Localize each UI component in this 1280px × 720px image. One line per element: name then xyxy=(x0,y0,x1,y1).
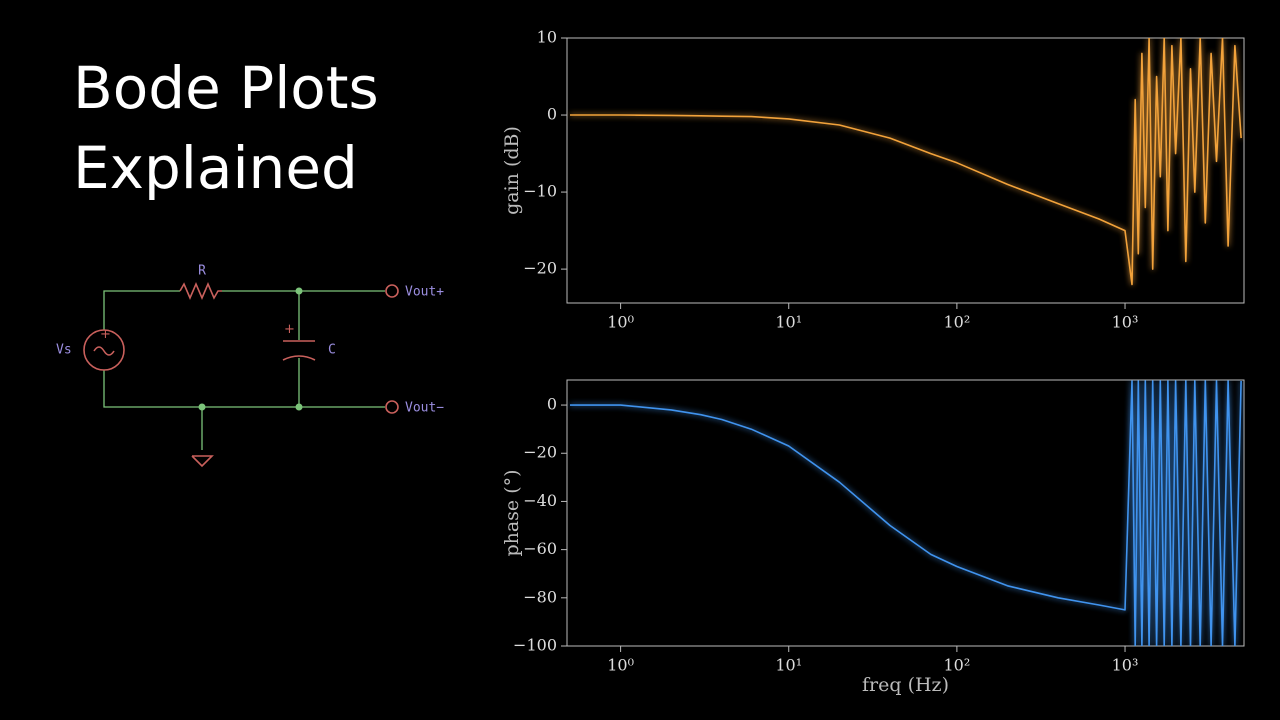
circuit: + + xyxy=(83,281,399,468)
y-tick-label: −20 xyxy=(523,259,557,278)
y-tick-label: 0 xyxy=(547,395,557,414)
x-tick-label: 10³ xyxy=(1112,313,1139,332)
plot-area xyxy=(570,38,1242,286)
y-tick-label: −20 xyxy=(523,443,557,462)
x-tick-label: 10³ xyxy=(1112,656,1139,675)
x-tick-label: 10¹ xyxy=(775,656,802,675)
y-tick-label: −40 xyxy=(523,491,557,510)
data-line xyxy=(570,380,1242,646)
axes-frame xyxy=(566,37,1245,304)
title-line: Explained xyxy=(73,134,358,202)
y-tick-label: −80 xyxy=(523,587,557,606)
circuit-label: C xyxy=(328,343,336,358)
plot-area xyxy=(570,380,1242,646)
svg-text:+: + xyxy=(100,327,111,342)
y-tick-label: 10 xyxy=(537,28,557,47)
x-tick-label: 10⁰ xyxy=(607,656,634,675)
data-line xyxy=(570,38,1242,286)
y-tick-label: 0 xyxy=(547,105,557,124)
svg-text:+: + xyxy=(284,322,295,337)
circuit-label: Vout− xyxy=(405,401,444,416)
x-tick-label: 10² xyxy=(943,313,970,332)
x-tick-label: 10¹ xyxy=(775,313,802,332)
y-axis-label: gain (dB) xyxy=(501,126,523,215)
circuit-label: Vout+ xyxy=(405,285,444,300)
circuit-label: Vs xyxy=(56,343,72,358)
circuit-label: R xyxy=(198,264,206,279)
y-tick-label: −10 xyxy=(523,182,557,201)
x-tick-label: 10⁰ xyxy=(607,313,634,332)
axes-frame xyxy=(566,379,1245,647)
x-axis-label: freq (Hz) xyxy=(862,674,949,696)
y-axis-label: phase (°) xyxy=(501,469,523,556)
y-tick-label: −60 xyxy=(523,539,557,558)
y-tick-label: −100 xyxy=(513,636,557,655)
x-tick-label: 10² xyxy=(943,656,970,675)
title-line: Bode Plots xyxy=(73,54,379,122)
